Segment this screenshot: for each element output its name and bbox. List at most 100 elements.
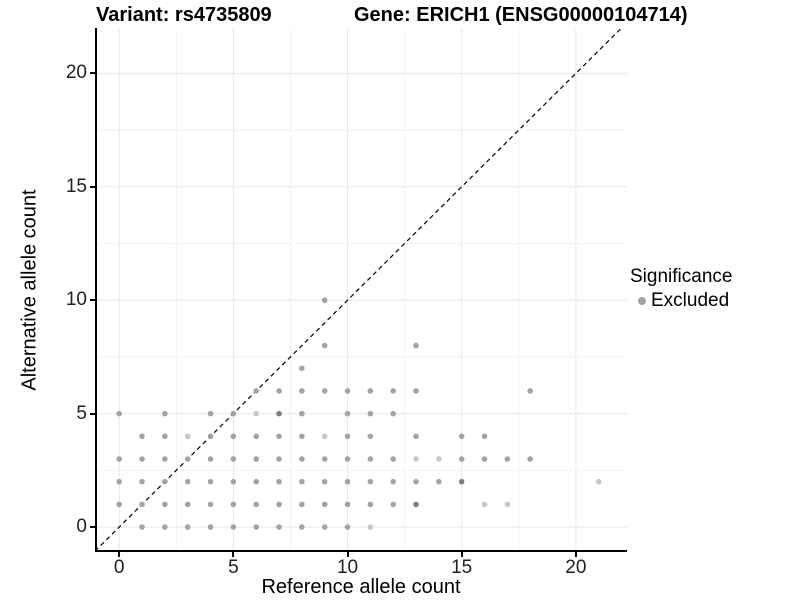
x-tick-mark: [574, 552, 577, 557]
data-point: [321, 297, 328, 304]
data-point: [184, 524, 191, 530]
data-point: [321, 433, 328, 440]
data-point: [299, 433, 305, 440]
x-axis-title: Reference allele count: [261, 576, 461, 598]
data-point: [367, 410, 374, 417]
data-point: [299, 501, 305, 508]
data-point: [321, 456, 328, 462]
data-point: [321, 388, 328, 394]
data-point: [367, 478, 374, 485]
data-point: [504, 501, 511, 508]
data-point: [116, 410, 123, 417]
data-point: [276, 501, 282, 508]
data-point: [390, 456, 396, 462]
data-point: [344, 478, 351, 485]
data-point: [481, 456, 488, 462]
data-point: [458, 456, 465, 462]
data-point: [230, 524, 237, 530]
data-point: [162, 456, 168, 462]
y-tick-label: 10: [65, 289, 87, 311]
data-point: [390, 388, 396, 394]
data-point: [413, 433, 419, 440]
data-point: [184, 433, 191, 440]
data-point: [253, 433, 259, 440]
legend: Significance Excluded: [630, 266, 732, 312]
data-point: [116, 478, 123, 485]
data-point: [139, 456, 145, 462]
data-point: [344, 524, 351, 530]
data-point: [276, 478, 282, 485]
y-tick-mark: [90, 299, 95, 302]
data-point: [230, 410, 237, 417]
data-point: [139, 478, 145, 485]
data-point: [276, 456, 282, 462]
y-tick-mark: [90, 412, 95, 415]
y-tick-label: 20: [65, 62, 87, 84]
data-point: [527, 388, 533, 394]
data-point: [390, 410, 396, 417]
panel-canvas: [95, 28, 627, 552]
data-point: [344, 433, 351, 440]
data-point: [207, 456, 214, 462]
data-point: [413, 456, 419, 462]
data-point: [458, 478, 465, 485]
data-point: [276, 410, 282, 417]
data-point: [139, 524, 145, 530]
data-point: [230, 433, 237, 440]
data-point: [321, 501, 328, 508]
data-point: [299, 456, 305, 462]
data-point: [321, 342, 328, 349]
x-tick-label: 10: [336, 557, 359, 578]
data-point: [253, 456, 259, 462]
x-tick-label: 5: [228, 557, 239, 578]
y-tick-mark: [90, 185, 95, 188]
data-point: [230, 478, 237, 485]
data-point: [321, 524, 328, 530]
data-point: [481, 501, 488, 508]
x-tick-mark: [232, 552, 235, 557]
data-point: [344, 501, 351, 508]
data-point: [413, 501, 419, 508]
data-point: [253, 501, 259, 508]
data-point: [162, 433, 168, 440]
data-point: [276, 388, 282, 394]
data-point: [367, 524, 374, 530]
data-point: [253, 410, 259, 417]
data-point: [299, 410, 305, 417]
data-point: [207, 433, 214, 440]
variant-title: Variant: rs4735809: [96, 4, 272, 26]
data-point: [367, 456, 374, 462]
y-tick-label: 15: [65, 175, 87, 197]
data-point: [253, 388, 259, 394]
x-tick-label: 15: [451, 557, 473, 578]
gene-title: Gene: ERICH1 (ENSG00000104714): [354, 4, 688, 26]
legend-item-excluded: Excluded: [630, 290, 732, 312]
data-point: [413, 342, 419, 349]
data-point: [207, 478, 214, 485]
data-point: [230, 501, 237, 508]
data-point: [276, 524, 282, 530]
data-point: [207, 410, 214, 417]
legend-item-label: Excluded: [651, 290, 730, 311]
data-point: [481, 433, 488, 440]
x-tick-mark: [460, 552, 463, 557]
data-point: [344, 456, 351, 462]
data-point: [139, 433, 145, 440]
x-tick-label: 0: [113, 557, 125, 578]
data-point: [413, 478, 419, 485]
y-tick-mark: [90, 526, 95, 529]
data-point: [207, 501, 214, 508]
plot-panel: [95, 28, 627, 552]
data-point: [390, 501, 396, 508]
data-point: [344, 410, 351, 417]
data-point: [595, 478, 602, 485]
data-point: [139, 501, 145, 508]
data-point: [276, 433, 282, 440]
data-point: [253, 478, 259, 485]
data-point: [321, 478, 328, 485]
data-point: [230, 456, 237, 462]
data-point: [390, 478, 396, 485]
data-point: [207, 524, 214, 530]
data-point: [344, 388, 351, 394]
